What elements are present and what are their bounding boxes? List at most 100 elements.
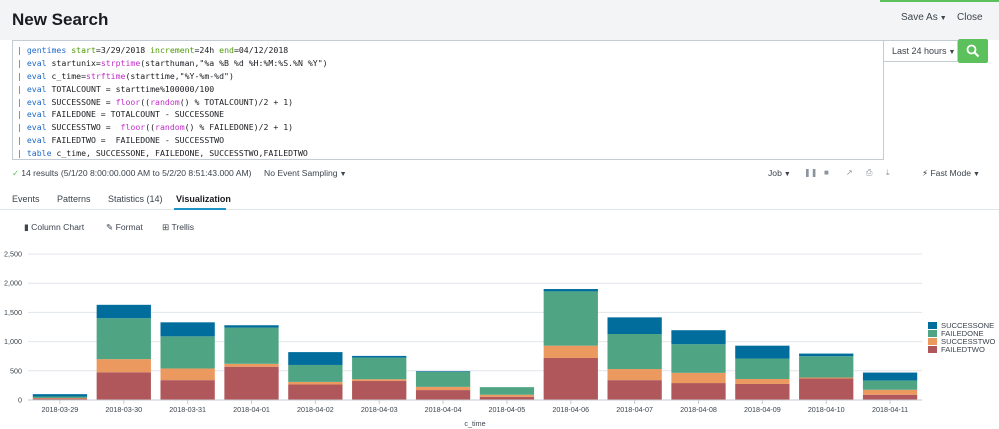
bar-segment-successtwo bbox=[415, 386, 471, 391]
tab-statistics[interactable]: Statistics (14) bbox=[108, 194, 163, 204]
time-range-label: Last 24 hours bbox=[892, 46, 947, 56]
query-token: startunix= bbox=[46, 57, 101, 68]
tab-events[interactable]: Events bbox=[12, 194, 40, 204]
query-token: (starthuman,"%a %B %d %H:%M:%S.%N %Y") bbox=[140, 57, 328, 68]
legend-label: SUCCESSTWO bbox=[941, 337, 996, 346]
bar-segment-successtwo bbox=[352, 379, 407, 382]
query-token: eval bbox=[26, 83, 47, 94]
bar-segment-failedtwo bbox=[543, 357, 598, 400]
bar-segment-failedone bbox=[607, 334, 662, 370]
bar-segment-failedone bbox=[735, 358, 790, 379]
x-tick-label: 2018-03-30 bbox=[105, 405, 142, 414]
bar-segment-failedtwo bbox=[415, 390, 471, 400]
stacked-column-chart: 0 500 1,000 1,500 2,000 2,500 2018-03-29 2018-0… bbox=[4, 250, 996, 429]
bar-segment-failedtwo bbox=[224, 366, 279, 400]
tab-patterns[interactable]: Patterns bbox=[57, 194, 91, 204]
bar-segment-failedone bbox=[479, 387, 535, 395]
bar-segment-successtwo bbox=[479, 394, 535, 397]
bar-segment-failedtwo bbox=[479, 396, 535, 400]
bar-segment-failedone bbox=[32, 396, 88, 398]
bar-segment-successtwo bbox=[224, 363, 279, 367]
caret-down-icon: ▼ bbox=[783, 171, 791, 178]
bar-segment-failedtwo bbox=[862, 394, 918, 400]
visualization-toolbar: ▮ Column Chart ✎ Format ⊞ Trellis bbox=[0, 220, 999, 234]
trellis-button[interactable]: ⊞ Trellis bbox=[162, 222, 194, 233]
caret-down-icon: ▼ bbox=[339, 171, 347, 178]
query-token: SUCCESSONE = bbox=[46, 96, 116, 107]
time-range-picker[interactable]: Last 24 hours ▼ bbox=[884, 40, 958, 62]
bar-segment-successone bbox=[607, 317, 662, 335]
query-token: increment bbox=[150, 45, 195, 55]
trellis-label: Trellis bbox=[171, 222, 195, 232]
bar-segment-failedtwo bbox=[288, 384, 343, 400]
x-tick-label: 2018-04-01 bbox=[233, 405, 270, 414]
query-token: eval bbox=[26, 96, 47, 107]
event-sampling-label: No Event Sampling bbox=[264, 168, 338, 178]
search-submit-button[interactable] bbox=[958, 39, 988, 63]
bar-segment-failedone bbox=[671, 344, 726, 373]
caret-down-icon: ▼ bbox=[939, 15, 947, 22]
bar-segment-successtwo bbox=[32, 397, 88, 399]
job-menu[interactable]: Job ▼ bbox=[768, 168, 791, 178]
query-token: floor bbox=[115, 96, 141, 107]
query-line: | eval SUCCESSTWO = floor((random() % FA… bbox=[17, 121, 879, 134]
query-token: strptime bbox=[100, 57, 141, 68]
legend-swatch bbox=[928, 338, 937, 345]
caret-down-icon: ▼ bbox=[948, 49, 956, 56]
bar-segment-successone bbox=[735, 345, 790, 359]
query-line: | eval FAILEDONE = TOTALCOUNT - SUCCESSO… bbox=[17, 108, 879, 121]
query-line: | eval startunix=strptime(starthuman,"%a… bbox=[17, 57, 879, 70]
y-tick-label: 2,500 bbox=[4, 250, 22, 259]
bar-segment-successone bbox=[543, 289, 598, 292]
query-token: eval bbox=[26, 109, 47, 120]
export-icon[interactable]: ⤓ bbox=[886, 168, 890, 177]
query-token: start bbox=[71, 45, 96, 55]
bar-segment-failedtwo bbox=[160, 380, 215, 400]
close-button[interactable]: Close bbox=[957, 12, 983, 23]
bar-segment-failedtwo bbox=[799, 378, 854, 400]
bar-segment-failedtwo bbox=[352, 381, 407, 400]
print-icon[interactable]: ⎙ bbox=[866, 168, 873, 177]
job-label: Job bbox=[768, 168, 782, 178]
pause-icon[interactable]: ❚❚ bbox=[804, 168, 818, 177]
save-as-button[interactable]: Save As ▼ bbox=[901, 12, 947, 23]
results-status: ✓ 14 results (5/1/20 8:00:00.000 AM to 5/… bbox=[12, 168, 251, 179]
stop-icon[interactable]: ■ bbox=[824, 168, 829, 177]
query-line: | eval FAILEDTWO = FAILEDONE - SUCCESSTW… bbox=[17, 134, 879, 147]
search-mode-label: Fast Mode bbox=[930, 168, 972, 178]
query-token: | bbox=[17, 83, 27, 94]
x-tick-label: 2018-04-02 bbox=[297, 405, 334, 414]
bar-segment-successtwo bbox=[671, 372, 726, 384]
caret-down-icon: ▼ bbox=[973, 171, 980, 178]
bar-segment-failedone bbox=[224, 327, 279, 364]
format-button[interactable]: ✎ Format bbox=[106, 222, 143, 233]
query-token: eval bbox=[26, 70, 47, 81]
tab-visualization[interactable]: Visualization bbox=[176, 194, 231, 204]
query-token: =3/29/2018 bbox=[95, 45, 151, 55]
check-icon: ✓ bbox=[12, 168, 20, 178]
search-query-editor[interactable]: | gentimes start=3/29/2018 increment=24h… bbox=[12, 40, 884, 160]
chart-type-button[interactable]: ▮ Column Chart bbox=[24, 222, 84, 233]
save-as-label: Save As bbox=[901, 12, 938, 23]
search-mode-dropdown[interactable]: ⚡ Fast Mode ▼ bbox=[922, 168, 980, 179]
legend-swatch bbox=[928, 322, 937, 329]
query-token: () % FAILEDONE)/2 + 1) bbox=[184, 122, 294, 133]
x-tick-label: 2018-04-07 bbox=[616, 405, 653, 414]
bar-segment-failedone bbox=[96, 318, 151, 360]
query-token: | bbox=[17, 96, 27, 107]
bar-segment-successone bbox=[671, 330, 726, 345]
share-icon[interactable]: ↗ bbox=[846, 168, 853, 177]
bar-segment-failedone bbox=[352, 357, 407, 380]
query-token: eval bbox=[26, 135, 47, 146]
bar-segment-failedone bbox=[862, 380, 918, 390]
bar-segment-failedone bbox=[543, 291, 598, 346]
event-sampling-dropdown[interactable]: No Event Sampling ▼ bbox=[264, 168, 347, 178]
query-token: SUCCESSTWO = bbox=[46, 122, 121, 133]
x-tick-label: 2018-04-10 bbox=[808, 405, 845, 414]
bar-segment-successone bbox=[96, 304, 151, 319]
x-tick-label: 2018-04-08 bbox=[680, 405, 717, 414]
bar-segment-failedone bbox=[288, 364, 343, 382]
pencil-icon: ✎ bbox=[106, 222, 114, 232]
query-token: FAILEDTWO = FAILEDONE - SUCCESSTWO bbox=[46, 135, 225, 146]
query-line: | table c_time, SUCCESSONE, FAILEDONE, S… bbox=[17, 147, 879, 160]
